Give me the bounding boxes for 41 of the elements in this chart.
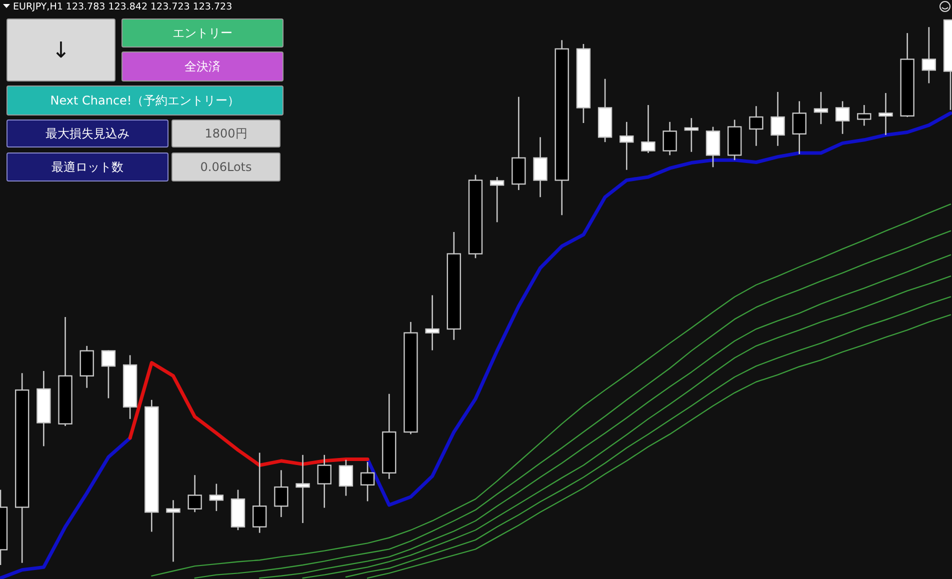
candlestick bbox=[620, 121, 634, 171]
candlestick bbox=[835, 100, 850, 135]
button[interactable]: 1800円 bbox=[172, 120, 280, 148]
candlestick bbox=[706, 126, 720, 168]
button[interactable]: ↓ bbox=[6, 18, 116, 82]
chart-title: EURJPY,H1 123.783 123.842 123.723 123.723 bbox=[13, 2, 232, 12]
candlestick bbox=[166, 499, 180, 562]
candlestick bbox=[749, 105, 764, 147]
candlestick bbox=[425, 294, 440, 351]
candlestick bbox=[878, 92, 893, 136]
candlestick bbox=[209, 483, 224, 512]
candlestick bbox=[857, 104, 872, 126]
candlestick bbox=[814, 91, 828, 125]
annotation: 0.06Lots bbox=[200, 160, 252, 174]
candlestick bbox=[662, 121, 677, 156]
candlestick bbox=[792, 100, 806, 155]
candlestick bbox=[684, 117, 699, 153]
button[interactable]: 全決済 bbox=[122, 52, 284, 82]
candlestick bbox=[317, 454, 332, 508]
annotation: ↓ bbox=[52, 38, 70, 64]
candlestick bbox=[274, 470, 288, 518]
candlestick bbox=[338, 459, 354, 496]
annotation: 最適ロット数 bbox=[52, 160, 124, 174]
candlestick bbox=[188, 474, 202, 513]
candlestick bbox=[296, 454, 310, 524]
annotation: 最大損失見込み bbox=[46, 126, 130, 141]
button[interactable]: 最大損失見込み bbox=[6, 120, 168, 148]
candlestick bbox=[490, 176, 504, 223]
button[interactable]: 最適ロット数 bbox=[6, 152, 168, 182]
annotation: 全決済 bbox=[184, 60, 220, 74]
candlestick bbox=[360, 461, 375, 502]
button[interactable]: 0.06Lots bbox=[172, 152, 280, 182]
candlestick bbox=[641, 104, 656, 154]
annotation: 1800円 bbox=[204, 126, 248, 141]
annotation: Next Chance!（予約エントリー） bbox=[50, 94, 240, 108]
candlestick bbox=[533, 136, 548, 198]
candlestick bbox=[101, 350, 116, 399]
candlestick bbox=[770, 91, 785, 147]
annotation: エントリー bbox=[172, 26, 232, 40]
candlestick bbox=[252, 452, 267, 534]
candlestick bbox=[922, 26, 936, 84]
